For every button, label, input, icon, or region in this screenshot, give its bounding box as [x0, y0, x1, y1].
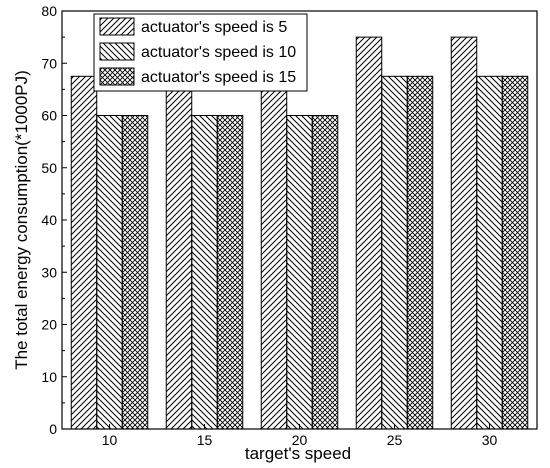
y-tick-label: 0 — [49, 421, 57, 437]
legend-label-series-3: actuator's speed is 15 — [141, 69, 296, 86]
bar-25-series-1 — [355, 36, 383, 430]
axes-layer: 0 10 20 30 40 50 60 70 80 10 15 20 25 30 target's spee… — [12, 3, 538, 463]
bars-layer — [70, 36, 529, 430]
bar-30-series-1 — [450, 36, 478, 430]
legend-label-series-2: actuator's speed is 10 — [141, 44, 296, 61]
bar-20-series-3 — [311, 115, 339, 430]
bar-15-series-3 — [216, 115, 244, 430]
x-tick-label: 15 — [197, 432, 213, 448]
bar-25-series-2 — [381, 75, 408, 430]
y-tick-label: 50 — [41, 160, 57, 176]
bar-15-series-2 — [191, 115, 218, 430]
bar-10-series-1 — [70, 75, 98, 430]
bar-20-series-1 — [260, 75, 288, 430]
y-tick-label: 80 — [41, 3, 57, 19]
x-tick-label: 25 — [387, 432, 403, 448]
y-axis-title: The total energy consumption(*1000PJ) — [12, 70, 31, 370]
x-tick-label: 30 — [482, 432, 498, 448]
legend-swatch-series-2 — [99, 42, 135, 61]
legend-swatch-series-3 — [99, 67, 135, 86]
x-tick-label: 10 — [102, 432, 118, 448]
y-tick-label: 10 — [41, 369, 57, 385]
bar-25-series-3 — [406, 75, 434, 430]
bar-10-series-3 — [121, 115, 149, 430]
bar-10-series-2 — [96, 115, 123, 430]
legend-label-series-1: actuator's speed is 5 — [141, 19, 287, 36]
bar-30-series-2 — [476, 75, 503, 430]
x-tick-label: 20 — [292, 432, 308, 448]
bar-20-series-2 — [286, 115, 313, 430]
y-tick-label: 20 — [41, 317, 57, 333]
y-tick-label: 70 — [41, 55, 57, 71]
bar-30-series-3 — [501, 75, 529, 430]
y-tick-label: 40 — [41, 212, 57, 228]
legend: actuator's speed is 5 actuator's speed is… — [93, 13, 308, 92]
y-tick-label: 60 — [41, 108, 57, 124]
legend-swatch-series-1 — [99, 17, 135, 36]
bar-15-series-1 — [165, 75, 193, 430]
y-tick-label: 30 — [41, 264, 57, 280]
x-axis-title: target's speed — [245, 444, 351, 463]
